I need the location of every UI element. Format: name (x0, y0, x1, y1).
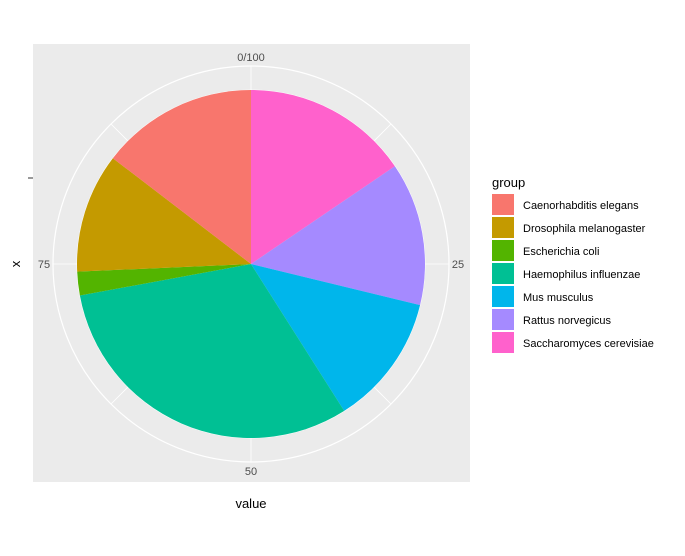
legend: group Caenorhabditis elegans Drosophila m… (492, 175, 654, 353)
legend-key (492, 240, 514, 261)
legend-label: Rattus norvegicus (523, 315, 612, 327)
legend-title: group (492, 175, 525, 190)
legend-key (492, 309, 514, 330)
legend-label: Saccharomyces cerevisiae (523, 338, 654, 350)
pie-slice (251, 90, 395, 264)
legend-key (492, 286, 514, 307)
y-axis-label: x (8, 260, 23, 267)
legend-label: Drosophila melanogaster (523, 223, 646, 235)
pie-slice (251, 166, 425, 306)
legend-label: Escherichia coli (523, 246, 599, 258)
angle-tick-label: 75 (38, 259, 50, 271)
legend-key (492, 332, 514, 353)
legend-label: Haemophilus influenzae (523, 269, 640, 281)
pie-slice (251, 264, 421, 411)
legend-key (492, 194, 514, 215)
legend-label: Caenorhabditis elegans (523, 200, 639, 212)
pie-slice (79, 264, 345, 438)
pie-slice (77, 264, 251, 296)
pie-slice (77, 158, 251, 272)
legend-key (492, 263, 514, 284)
angle-tick-label: 0/100 (237, 52, 265, 64)
pie-slices (77, 90, 425, 438)
angle-tick-label: 25 (452, 259, 464, 271)
legend-key (492, 217, 514, 238)
angle-tick-labels: 0/100 25 50 75 (38, 52, 464, 478)
pie-slice (112, 90, 251, 264)
legend-label: Mus musculus (523, 292, 594, 304)
angle-tick-label: 50 (245, 466, 257, 478)
x-axis-label: value (235, 496, 266, 511)
